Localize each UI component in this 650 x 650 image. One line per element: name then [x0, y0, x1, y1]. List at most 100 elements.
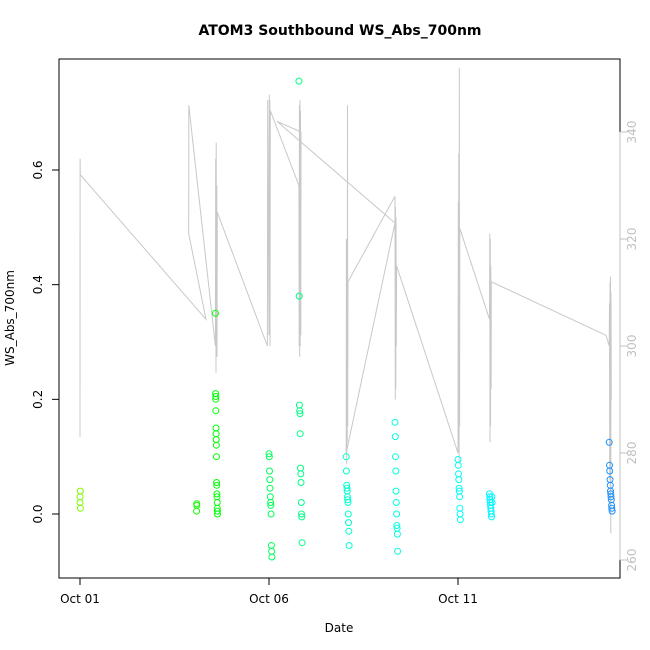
data-point — [297, 499, 305, 506]
data-point — [266, 476, 274, 484]
data-point — [268, 553, 276, 561]
data-point — [213, 453, 220, 461]
data-point — [455, 476, 463, 484]
data-point — [265, 450, 273, 458]
data-point — [296, 407, 304, 415]
data-point — [456, 510, 464, 518]
data-point — [488, 513, 496, 521]
x-tick-label: Oct 06 — [249, 592, 289, 606]
data-point — [342, 453, 350, 461]
data-point — [343, 484, 351, 492]
data-point — [266, 484, 274, 492]
data-point — [456, 504, 464, 512]
data-point — [212, 395, 220, 403]
x-tick-label: Oct 01 — [60, 592, 100, 606]
data-point — [213, 481, 221, 489]
data-point — [454, 456, 462, 463]
data-point — [76, 493, 84, 501]
data-point — [268, 547, 276, 555]
data-point — [212, 441, 220, 449]
data-point — [298, 510, 305, 518]
data-point — [344, 510, 352, 518]
points-layer — [76, 77, 616, 561]
data-point — [344, 499, 352, 506]
data-point — [212, 436, 220, 443]
y2-tick-label: 340 — [625, 121, 639, 144]
y2-tick-label: 300 — [625, 335, 639, 358]
y2-tick-label: 320 — [625, 228, 639, 251]
y2-axis: 260 280 300 320 340 — [619, 121, 639, 572]
data-point — [487, 510, 495, 518]
data-point — [265, 453, 273, 461]
data-point — [296, 430, 304, 438]
data-point — [393, 522, 401, 529]
data-point — [298, 539, 306, 547]
data-point — [267, 510, 275, 518]
data-point — [456, 516, 464, 524]
data-point — [345, 527, 353, 535]
data-point — [267, 542, 275, 549]
data-point — [392, 487, 400, 495]
data-point — [607, 493, 615, 501]
data-point — [76, 499, 84, 506]
data-point — [214, 510, 221, 518]
data-point — [213, 507, 221, 515]
data-point — [213, 499, 221, 506]
data-point — [392, 467, 400, 475]
data-point — [213, 479, 221, 486]
data-point — [193, 507, 201, 515]
data-point — [267, 499, 275, 506]
data-point — [267, 501, 275, 509]
data-point — [605, 438, 613, 446]
data-point — [297, 464, 304, 472]
secondary-line-layer — [79, 67, 612, 534]
data-point — [342, 467, 350, 475]
y2-tick-label: 260 — [625, 549, 639, 572]
y-tick-label: 0.4 — [31, 275, 45, 294]
data-point — [297, 470, 305, 478]
data-point — [212, 407, 220, 415]
data-point — [76, 504, 84, 512]
data-point — [608, 507, 616, 515]
data-point — [296, 410, 304, 418]
data-point — [454, 461, 462, 469]
data-point — [211, 309, 219, 317]
data-point — [394, 547, 402, 555]
x-axis-label: Date — [325, 621, 354, 635]
data-point — [213, 490, 221, 498]
x-axis: Oct 01 Oct 06 Oct 11 — [60, 577, 478, 606]
data-point — [212, 424, 220, 432]
data-point — [298, 513, 306, 521]
data-point — [391, 418, 399, 426]
secondary-series-line — [79, 67, 612, 534]
y-tick-label: 0.6 — [31, 160, 45, 179]
data-point — [344, 496, 352, 504]
plot-box — [58, 58, 621, 579]
data-point — [266, 467, 273, 475]
data-point — [295, 77, 303, 85]
data-point — [608, 504, 616, 512]
data-point — [295, 292, 303, 300]
data-point — [391, 433, 399, 441]
data-point — [212, 430, 220, 438]
y-tick-label: 0.0 — [31, 504, 45, 523]
data-point — [345, 542, 353, 549]
data-point — [456, 493, 464, 501]
data-point — [393, 510, 401, 518]
data-point — [488, 499, 496, 506]
chart-title: ATOM3 Southbound WS_Abs_700nm — [198, 23, 481, 39]
data-point — [455, 470, 462, 478]
plot-area — [58, 58, 621, 579]
data-point — [212, 393, 220, 400]
y-tick-label: 0.2 — [31, 390, 45, 409]
y-axis-label: WS_Abs_700nm — [3, 270, 17, 366]
y-axis: 0.0 0.2 0.4 0.6 — [31, 160, 60, 524]
data-point — [345, 519, 352, 527]
data-point — [266, 493, 274, 501]
x-tick-label: Oct 11 — [438, 592, 478, 606]
data-point — [193, 501, 201, 509]
data-point — [392, 453, 399, 461]
data-point — [392, 499, 400, 506]
y2-tick-label: 280 — [625, 442, 639, 465]
